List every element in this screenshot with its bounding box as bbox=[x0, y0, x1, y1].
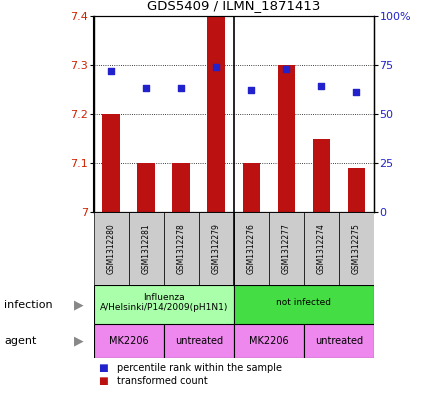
Text: GSM1312276: GSM1312276 bbox=[247, 223, 256, 274]
Text: GSM1312279: GSM1312279 bbox=[212, 223, 221, 274]
Bar bbox=[164, 212, 198, 285]
Point bbox=[318, 83, 325, 90]
Text: MK2206: MK2206 bbox=[249, 336, 289, 346]
Text: GSM1312278: GSM1312278 bbox=[177, 223, 186, 274]
Bar bbox=[207, 16, 225, 212]
Bar bbox=[278, 65, 295, 212]
Bar bbox=[198, 212, 234, 285]
Text: ■: ■ bbox=[98, 362, 108, 373]
Bar bbox=[304, 212, 339, 285]
Text: untreated: untreated bbox=[315, 336, 363, 346]
Bar bbox=[313, 139, 330, 212]
Text: percentile rank within the sample: percentile rank within the sample bbox=[117, 362, 282, 373]
Bar bbox=[348, 168, 365, 212]
Point bbox=[283, 66, 290, 72]
Point bbox=[143, 85, 150, 92]
Point bbox=[213, 64, 220, 70]
Bar bbox=[102, 114, 120, 212]
Text: GSM1312277: GSM1312277 bbox=[282, 223, 291, 274]
Bar bbox=[128, 212, 164, 285]
Text: ■: ■ bbox=[98, 376, 108, 386]
Bar bbox=[269, 212, 304, 285]
Bar bbox=[137, 163, 155, 212]
Text: transformed count: transformed count bbox=[117, 376, 208, 386]
Text: not infected: not infected bbox=[276, 298, 332, 307]
Bar bbox=[234, 212, 269, 285]
Bar bbox=[94, 324, 164, 358]
Text: GSM1312275: GSM1312275 bbox=[352, 223, 361, 274]
Text: infection: infection bbox=[4, 299, 53, 310]
Text: GSM1312280: GSM1312280 bbox=[107, 223, 116, 274]
Bar bbox=[94, 212, 128, 285]
Point bbox=[353, 89, 360, 95]
Point bbox=[178, 85, 184, 92]
Title: GDS5409 / ILMN_1871413: GDS5409 / ILMN_1871413 bbox=[147, 0, 320, 12]
Bar bbox=[243, 163, 260, 212]
Point bbox=[248, 87, 255, 94]
Bar bbox=[94, 285, 234, 324]
Text: GSM1312274: GSM1312274 bbox=[317, 223, 326, 274]
Text: MK2206: MK2206 bbox=[109, 336, 148, 346]
Text: untreated: untreated bbox=[175, 336, 223, 346]
Point bbox=[108, 68, 114, 74]
Text: agent: agent bbox=[4, 336, 37, 346]
Bar bbox=[173, 163, 190, 212]
Bar bbox=[339, 212, 374, 285]
Text: Influenza
A/Helsinki/P14/2009(pH1N1): Influenza A/Helsinki/P14/2009(pH1N1) bbox=[99, 293, 228, 312]
Bar bbox=[234, 285, 374, 324]
Text: ▶: ▶ bbox=[74, 334, 84, 347]
Bar bbox=[304, 324, 374, 358]
Bar bbox=[234, 324, 304, 358]
Bar bbox=[164, 324, 234, 358]
Text: ▶: ▶ bbox=[74, 298, 84, 311]
Text: GSM1312281: GSM1312281 bbox=[142, 223, 150, 274]
